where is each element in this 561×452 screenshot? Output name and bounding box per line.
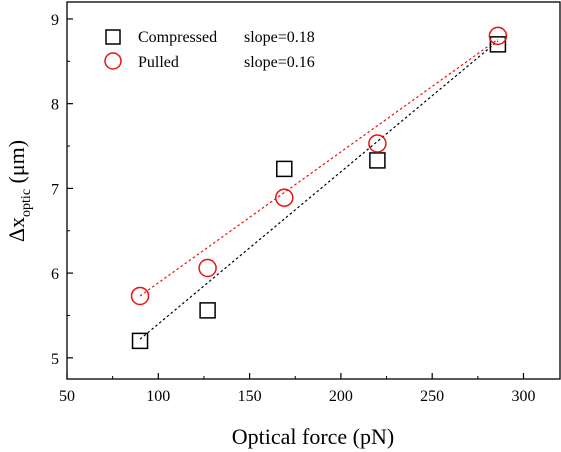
data-markers <box>130 26 508 350</box>
x-tick-label: 150 <box>238 388 262 405</box>
x-tick-label: 300 <box>511 388 535 405</box>
data-point-pulled <box>130 286 150 306</box>
data-point-compressed <box>199 302 216 319</box>
x-tick-label: 200 <box>329 388 353 405</box>
data-point-compressed <box>489 36 507 53</box>
x-tick-label: 100 <box>146 388 170 405</box>
y-axis-label-unit: (μm) <box>4 140 29 189</box>
x-axis-ticks: 50 100 150 200 250 300 <box>59 373 535 405</box>
x-tick-label: 250 <box>420 388 444 405</box>
data-point-pulled <box>275 188 294 207</box>
y-axis-label-subscript: optic <box>19 189 34 217</box>
legend-slope-compressed: slope=0.18 <box>244 29 315 46</box>
x-tick-label: 50 <box>59 388 75 405</box>
y-axis-label: Δxoptic (μm) <box>4 140 34 242</box>
x-axis-label: Optical force (pN) <box>232 424 394 449</box>
y-axis-ticks: 5 6 7 8 9 <box>51 12 73 368</box>
data-point-compressed <box>369 152 386 169</box>
legend-marker-compressed <box>105 29 121 45</box>
fit-lines <box>139 38 499 340</box>
y-tick-label: 7 <box>51 181 59 198</box>
legend-label-pulled: Pulled <box>138 54 179 71</box>
data-point-compressed <box>131 332 149 350</box>
data-point-compressed <box>276 160 293 178</box>
legend-marker-pulled <box>104 52 122 70</box>
data-point-pulled <box>368 134 387 153</box>
y-tick-label: 6 <box>51 266 59 283</box>
y-tick-label: 8 <box>51 97 59 114</box>
plot-frame <box>66 1 561 380</box>
legend: Compressed slope=0.18 Pulled slope=0.16 <box>104 29 315 71</box>
legend-slope-pulled: slope=0.16 <box>244 54 315 71</box>
fit-line-compressed <box>139 40 499 340</box>
y-tick-label: 5 <box>51 351 59 368</box>
y-tick-label: 9 <box>51 12 59 29</box>
fit-line-pulled <box>139 38 499 297</box>
y-axis-label-main: Δx <box>4 217 29 242</box>
data-point-pulled <box>488 26 508 46</box>
data-point-pulled <box>198 258 217 278</box>
legend-label-compressed: Compressed <box>138 29 217 46</box>
